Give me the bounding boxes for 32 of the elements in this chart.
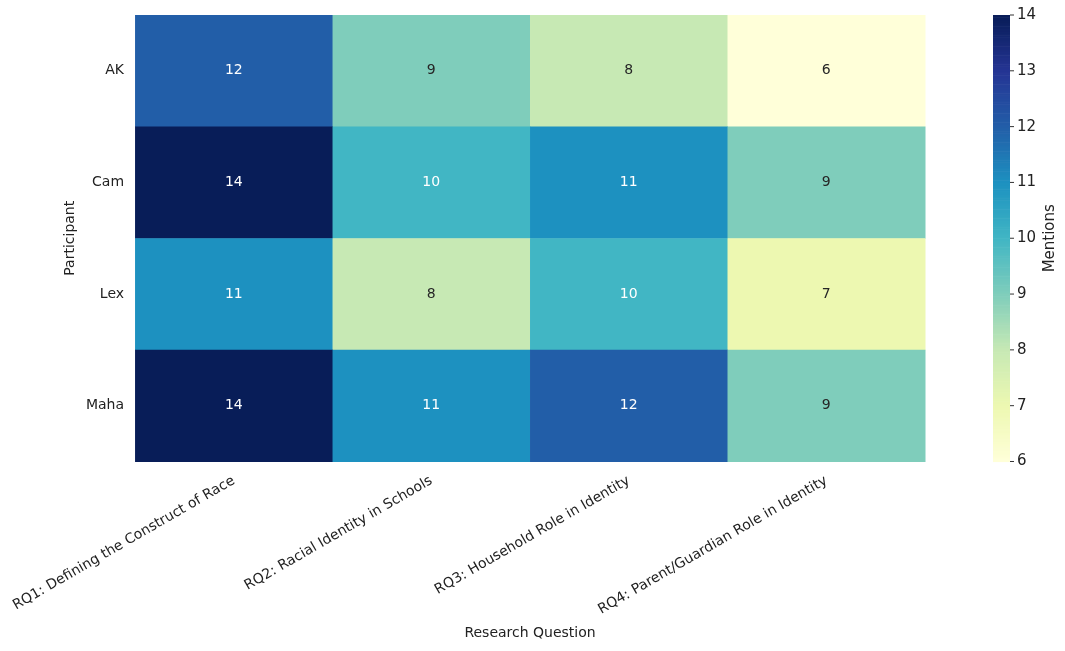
color-bar-label: 9 [1017, 283, 1027, 302]
color-bar-label: 10 [1017, 228, 1037, 247]
y-tick-label: Lex [99, 284, 125, 301]
data-label: 9 [821, 396, 831, 413]
data-label: 11 [224, 284, 243, 301]
data-label: 12 [224, 61, 243, 78]
data-label: 6 [821, 61, 831, 78]
color-bar-label: 6 [1017, 451, 1027, 470]
color-bar-label: 13 [1017, 60, 1037, 79]
color-bar-label: 7 [1017, 395, 1027, 414]
y-tick-label: Cam [92, 173, 125, 190]
color-bar-label: 12 [1017, 116, 1037, 135]
data-label: 9 [821, 173, 831, 190]
data-label: 10 [422, 173, 441, 190]
data-label: 14 [224, 396, 243, 413]
data-label: 11 [619, 173, 638, 190]
color-bar-label: 8 [1017, 339, 1027, 358]
data-label: 9 [426, 61, 436, 78]
data-label: 8 [426, 284, 436, 301]
color-bar-title: Mentions [1039, 203, 1058, 273]
y-tick-label: Maha [85, 396, 125, 413]
data-label: 14 [224, 173, 243, 190]
x-axis-title: Research Question [464, 624, 596, 641]
data-label: 8 [624, 61, 634, 78]
color-bar-label: 11 [1017, 172, 1037, 191]
y-tick-label: AK [105, 61, 125, 78]
data-label: 12 [619, 396, 638, 413]
color-bar-label: 14 [1017, 4, 1037, 23]
data-label: 7 [821, 284, 831, 301]
data-label: 10 [619, 284, 638, 301]
data-label: 11 [422, 396, 441, 413]
y-axis-title: Participant [61, 200, 78, 276]
